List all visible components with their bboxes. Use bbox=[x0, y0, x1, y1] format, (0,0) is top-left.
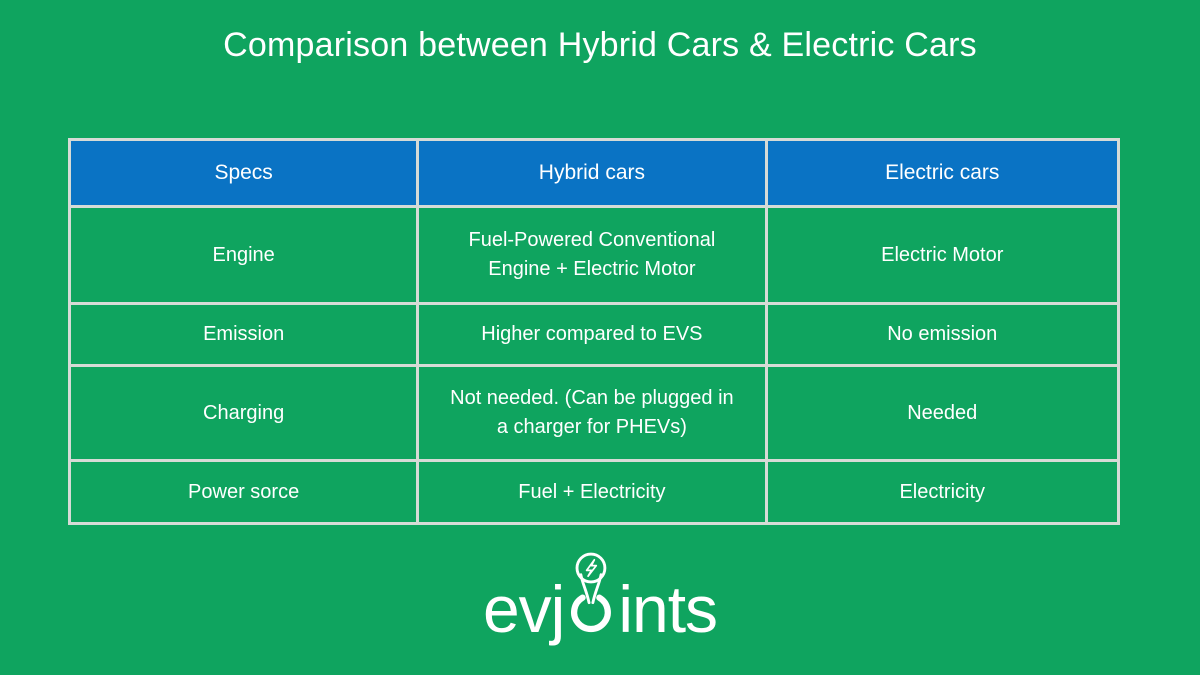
table-row-charging: Charging Not needed. (Can be plugged in … bbox=[67, 364, 1121, 462]
table-row-power-source: Power sorce Fuel + Electricity Electrici… bbox=[67, 459, 1121, 525]
cell-power-hybrid: Fuel + Electricity bbox=[416, 459, 768, 525]
comparison-table: Specs Hybrid cars Electric cars Engine F… bbox=[67, 138, 1121, 525]
cell-charging-electric: Needed bbox=[764, 364, 1121, 462]
logo-text-right: ints bbox=[618, 572, 718, 646]
cell-emission-spec: Emission bbox=[67, 302, 420, 367]
cell-power-electric: Electricity bbox=[764, 459, 1121, 525]
cell-emission-electric: No emission bbox=[764, 302, 1121, 367]
table-row-emission: Emission Higher compared to EVS No emiss… bbox=[67, 302, 1121, 367]
cell-charging-spec: Charging bbox=[67, 364, 420, 462]
cell-engine-spec: Engine bbox=[67, 205, 420, 305]
evjoints-logo: evj ints bbox=[482, 548, 718, 646]
cell-power-spec: Power sorce bbox=[67, 459, 420, 525]
logo-text-left: evj bbox=[482, 572, 565, 646]
table-row-engine: Engine Fuel-Powered Conventional Engine … bbox=[67, 205, 1121, 305]
cell-engine-hybrid: Fuel-Powered Conventional Engine + Elect… bbox=[416, 205, 768, 305]
header-cell-specs: Specs bbox=[67, 138, 420, 208]
ev-charging-pin-icon bbox=[571, 552, 612, 633]
cell-engine-electric: Electric Motor bbox=[764, 205, 1121, 305]
cell-charging-hybrid: Not needed. (Can be plugged in a charger… bbox=[416, 364, 768, 462]
table-header-row: Specs Hybrid cars Electric cars bbox=[67, 138, 1121, 208]
header-cell-hybrid-cars: Hybrid cars bbox=[416, 138, 768, 208]
cell-emission-hybrid: Higher compared to EVS bbox=[416, 302, 768, 367]
page-title: Comparison between Hybrid Cars & Electri… bbox=[223, 26, 977, 64]
header-cell-electric-cars: Electric cars bbox=[764, 138, 1121, 208]
